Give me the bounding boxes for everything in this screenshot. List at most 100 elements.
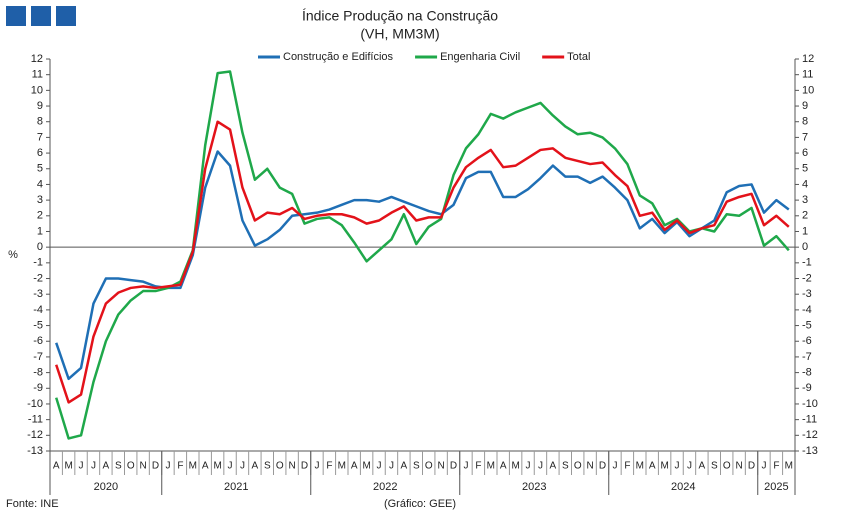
y2-tick-label: 12 [802,53,814,65]
x-tick-label: A [351,461,358,472]
y-tick-label: -5 [33,319,43,331]
x-tick-label: J [79,461,84,472]
x-tick-label: A [53,461,60,472]
y2-tick-label: 5 [802,163,808,175]
x-tick-label: S [413,461,420,472]
y2-tick-label: -3 [802,288,812,300]
year-label: 2021 [224,481,248,493]
y2-tick-label: -9 [802,382,812,394]
y-tick-label: 10 [31,84,43,96]
year-label: 2023 [522,481,546,493]
y2-tick-label: 9 [802,100,808,112]
x-tick-label: D [301,461,308,472]
y2-tick-label: 6 [802,147,808,159]
x-tick-label: O [574,461,582,472]
series-line [55,150,790,381]
x-tick-label: N [438,461,445,472]
y-tick-label: -3 [33,288,43,300]
x-tick-label: J [389,461,394,472]
x-tick-label: J [377,461,382,472]
x-tick-label: J [228,461,233,472]
year-label: 2024 [671,481,695,493]
x-tick-label: J [687,461,692,472]
x-tick-label: A [649,461,656,472]
series-line [55,70,790,440]
y2-tick-label: -12 [802,429,818,441]
x-tick-label: S [115,461,122,472]
x-tick-label: N [736,461,743,472]
x-tick-label: J [314,461,319,472]
y2-tick-label: -4 [802,304,812,316]
x-tick-label: O [723,461,731,472]
x-tick-label: A [500,461,507,472]
y-tick-label: -4 [33,304,43,316]
legend-label: Total [567,51,590,63]
x-tick-label: J [612,461,617,472]
y-tick-label: -10 [27,398,43,410]
y-tick-label: 0 [37,241,43,253]
x-tick-label: J [240,461,245,472]
y2-tick-label: -7 [802,351,812,363]
x-tick-label: N [587,461,594,472]
x-tick-label: F [177,461,183,472]
logo-square [56,6,76,26]
y2-tick-label: 4 [802,178,808,190]
x-tick-label: N [140,461,147,472]
y-tick-label: 8 [37,116,43,128]
x-tick-label: M [487,461,495,472]
y-tick-label: -7 [33,351,43,363]
x-tick-label: A [103,461,110,472]
x-tick-label: F [326,461,332,472]
y-tick-label: 9 [37,100,43,112]
x-tick-label: S [711,461,718,472]
legend-label: Engenharia Civil [440,51,520,63]
x-tick-label: M [189,461,197,472]
y2-tick-label: 3 [802,194,808,206]
x-tick-label: M [213,461,221,472]
x-tick-label: D [748,461,755,472]
y-tick-label: 1 [37,225,43,237]
x-tick-label: M [338,461,346,472]
y2-tick-label: -8 [802,367,812,379]
y2-tick-label: -1 [802,257,812,269]
y2-tick-label: 11 [802,69,813,81]
y-tick-label: 6 [37,147,43,159]
x-tick-label: J [538,461,543,472]
y-tick-label: 5 [37,163,43,175]
y-tick-label: -6 [33,335,43,347]
y-tick-label: 4 [37,178,43,190]
x-tick-label: F [624,461,630,472]
credit: (Gráfico: GEE) [384,498,456,510]
y-tick-label: -12 [27,429,43,441]
y2-tick-label: -2 [802,272,812,284]
y-tick-label: -8 [33,367,43,379]
y2-tick-label: 2 [802,210,808,222]
y-tick-label: -9 [33,382,43,394]
y2-tick-label: -10 [802,398,818,410]
y2-tick-label: 8 [802,116,808,128]
series-line [55,120,790,404]
x-tick-label: D [599,461,606,472]
x-tick-label: O [127,461,135,472]
x-tick-label: N [289,461,296,472]
y-tick-label: 12 [31,53,43,65]
x-tick-label: D [152,461,159,472]
y-tick-label: 2 [37,210,43,222]
y2-tick-label: 0 [802,241,808,253]
x-tick-label: S [264,461,271,472]
source: Fonte: INE [6,498,59,510]
chart-subtitle: (VH, MM3M) [360,26,439,42]
x-tick-label: A [699,461,706,472]
x-tick-label: J [675,461,680,472]
logo-square [31,6,51,26]
x-tick-label: J [165,461,170,472]
x-tick-label: M [660,461,668,472]
y2-tick-label: 7 [802,131,808,143]
x-tick-label: M [785,461,793,472]
y-tick-label: 11 [32,69,43,81]
x-tick-label: A [202,461,209,472]
x-tick-label: O [276,461,284,472]
year-label: 2020 [94,481,118,493]
x-tick-label: A [252,461,259,472]
y-tick-label: -13 [27,445,43,457]
